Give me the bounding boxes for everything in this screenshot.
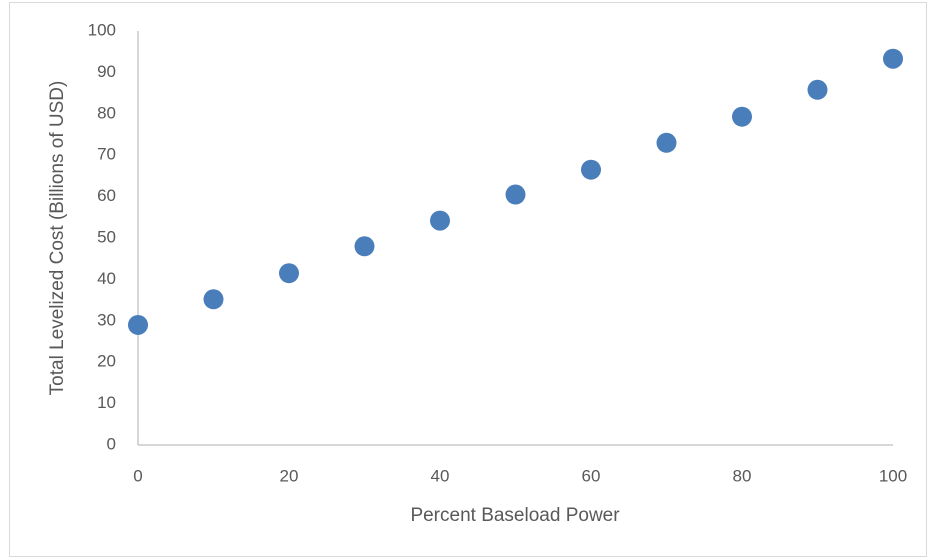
y-tick-label: 30 (97, 310, 116, 329)
point (807, 79, 828, 100)
point (581, 159, 601, 180)
x-axis-title: Percent Baseload Power (410, 505, 620, 526)
y-tick-label: 40 (97, 269, 116, 288)
x-tick-label: 80 (733, 466, 752, 485)
x-tick-label: 40 (431, 466, 450, 485)
point (354, 236, 375, 257)
y-axis-title: Total Levelized Cost (Billions of USD) (47, 81, 68, 396)
y-tick-label: 70 (97, 145, 116, 164)
y-tick-label: 80 (97, 103, 116, 122)
y-tick-label: 60 (97, 186, 116, 205)
point (430, 210, 450, 231)
x-tick-label: 60 (582, 466, 601, 485)
point (203, 289, 224, 310)
chart-frame (9, 2, 927, 557)
y-tick-label: 20 (97, 352, 116, 371)
y-tick-label: 10 (97, 393, 116, 412)
point (732, 106, 752, 127)
y-tick-label: 100 (88, 20, 116, 39)
point (505, 184, 526, 205)
y-tick-label: 0 (107, 434, 116, 453)
y-tick-label: 50 (97, 227, 116, 246)
y-tick-label: 90 (97, 62, 116, 81)
point (279, 263, 299, 284)
x-tick-label: 100 (879, 466, 907, 485)
point (656, 132, 677, 153)
point (128, 314, 148, 335)
point (883, 48, 903, 69)
x-tick-label: 20 (280, 466, 299, 485)
x-tick-label: 0 (133, 466, 142, 485)
